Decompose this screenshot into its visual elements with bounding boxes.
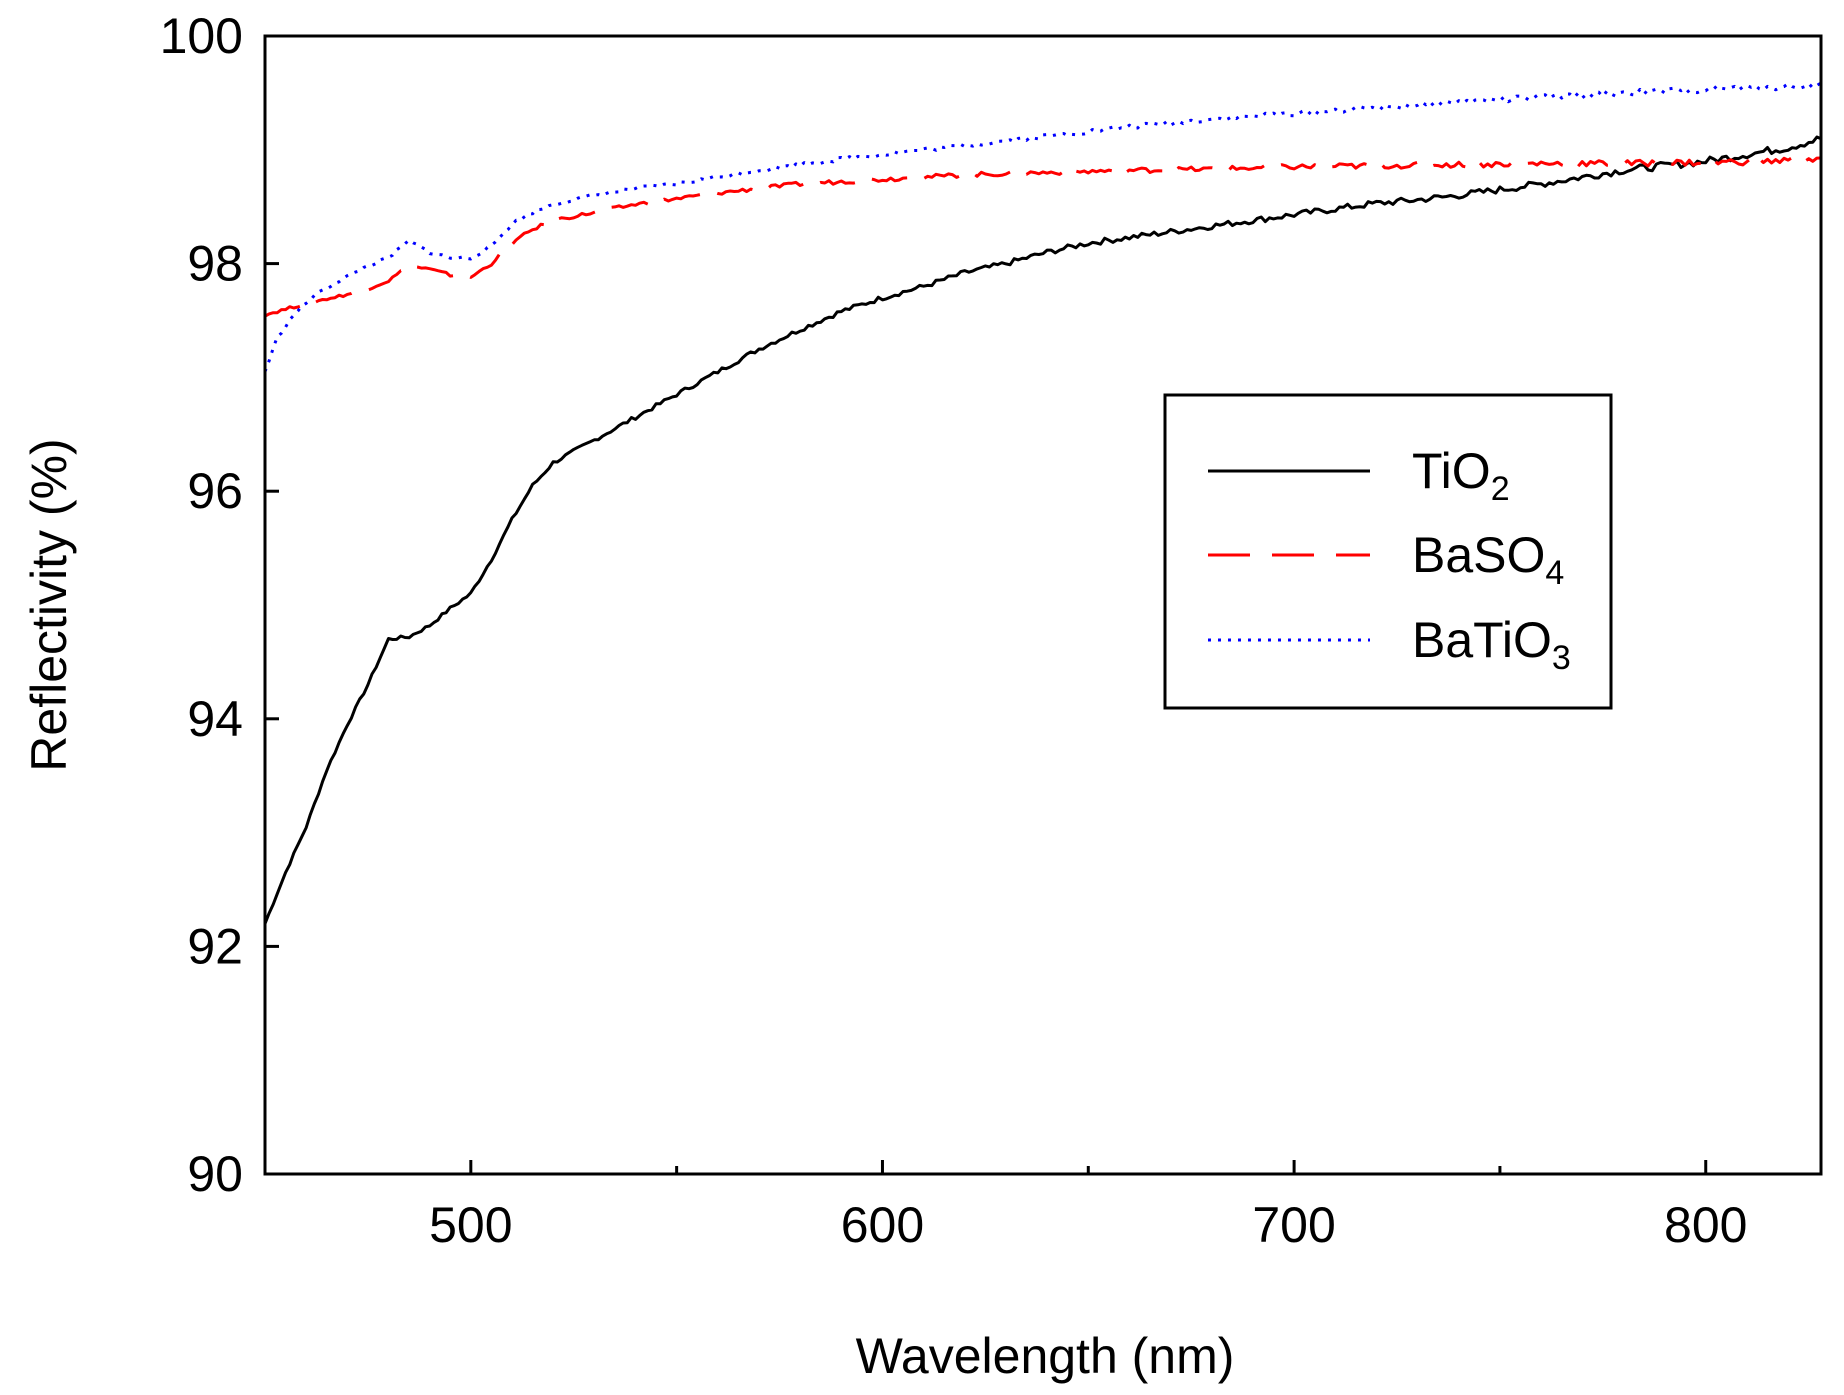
legend-label-BaTiO3: BaTiO3 [1412, 612, 1571, 677]
legend-label-main: BaSO [1412, 527, 1545, 583]
legend-box [1163, 393, 1613, 710]
legend-label-main: TiO [1412, 443, 1491, 499]
plot-area-frame [263, 34, 1823, 1176]
series-line-BaTiO3 [263, 81, 1822, 373]
series-layer [263, 81, 1822, 925]
legend-label-main: BaTiO [1412, 612, 1552, 668]
series-line-TiO2 [263, 135, 1822, 925]
legend-label-TiO2: TiO2 [1412, 443, 1510, 508]
x-axis-label: Wavelength (nm) [856, 1328, 1235, 1384]
legend-label-subscript: 3 [1552, 639, 1571, 677]
legend-label-subscript: 2 [1491, 470, 1510, 508]
y-tick-label: 94 [187, 691, 243, 747]
y-tick-label: 90 [187, 1146, 243, 1202]
y-tick-label: 96 [187, 463, 243, 519]
y-tick-label: 98 [187, 236, 243, 292]
y-axis-label: Reflectivity (%) [21, 438, 77, 771]
series-line-BaSO4 [264, 156, 1822, 318]
x-tick-label: 500 [429, 1197, 512, 1253]
axis-ticks: 90 92 94 96 98 100 500 600 700 800 [160, 8, 1748, 1253]
y-tick-label: 100 [160, 8, 243, 64]
x-tick-label: 600 [841, 1197, 924, 1253]
x-tick-label: 700 [1252, 1197, 1335, 1253]
x-tick-label: 800 [1664, 1197, 1747, 1253]
legend-label-BaSO4: BaSO4 [1412, 527, 1564, 592]
y-tick-label: 92 [187, 918, 243, 974]
legend-label-subscript: 4 [1545, 554, 1564, 592]
legend: TiO2 BaSO4 BaTiO3 [1163, 393, 1613, 710]
